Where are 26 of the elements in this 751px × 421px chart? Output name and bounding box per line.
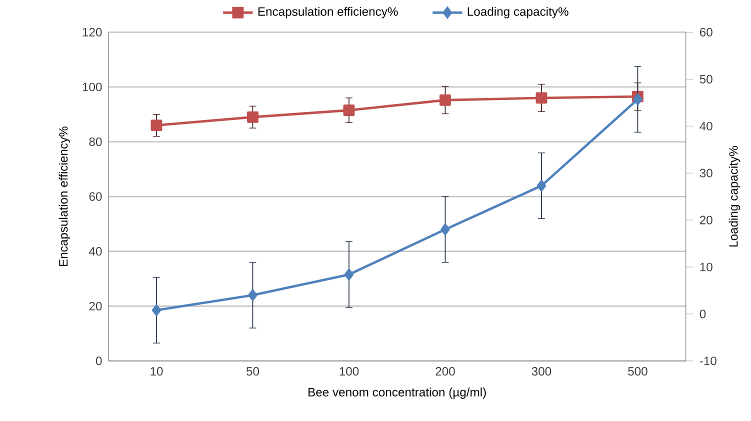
x-tick-label: 10	[150, 366, 163, 376]
y-tick-label: 60	[89, 192, 102, 201]
y2-tick-label: 50	[700, 74, 712, 84]
y2-tick-label: 30	[700, 168, 712, 178]
x-tick-label: 100	[340, 366, 359, 376]
x-tick-label: 300	[532, 366, 552, 376]
y2-tick-label: 60	[700, 28, 712, 36]
y2-tick-label: 10	[700, 262, 712, 272]
x-tick-label: 200	[436, 366, 455, 376]
y-tick-label: 100	[82, 82, 102, 92]
y-tick-label: 120	[82, 28, 102, 36]
y2-axis-title: Loading capacity%	[728, 146, 740, 246]
y-tick-label: 20	[89, 302, 102, 310]
y2-tick-label: 40	[700, 122, 712, 130]
x-tick-label: 500	[628, 366, 648, 376]
x-tick-label: 50	[246, 366, 260, 376]
legend-label: Loading capacity%	[468, 6, 568, 18]
y2-tick-label: -10	[700, 356, 716, 366]
legend-label: Encapsulation efficiency%	[258, 6, 398, 18]
y-tick-label: 40	[89, 246, 102, 256]
y2-tick-label: 0	[700, 310, 706, 318]
x-axis-title: Bee venom concentration (µg/ml)	[308, 387, 486, 399]
y-axis-title: Encapsulation efficiency%	[58, 126, 70, 266]
y2-tick-label: 20	[700, 216, 712, 224]
y-tick-label: 0	[96, 356, 102, 366]
y-tick-label: 80	[89, 137, 102, 146]
